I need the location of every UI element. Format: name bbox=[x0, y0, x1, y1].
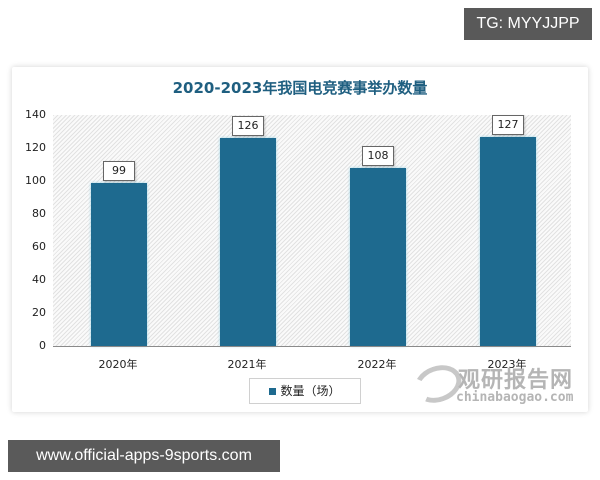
watermark: 观研报告网 chinabaogao.com bbox=[409, 358, 584, 410]
watermark-en: chinabaogao.com bbox=[456, 390, 574, 405]
y-tick-60: 60 bbox=[32, 240, 46, 253]
x-axis-line bbox=[53, 346, 571, 347]
y-tick-0: 0 bbox=[39, 339, 46, 352]
bar-2023 bbox=[480, 137, 536, 346]
tg-badge: TG: MYYJJPP bbox=[464, 8, 592, 40]
y-tick-40: 40 bbox=[32, 273, 46, 286]
legend-label: 数量（场） bbox=[280, 384, 341, 398]
bar-label-2020: 99 bbox=[103, 161, 135, 181]
y-tick-100: 100 bbox=[25, 174, 46, 187]
bar-2021 bbox=[220, 138, 276, 346]
bar-label-2021: 126 bbox=[232, 116, 264, 136]
site-url-badge: www.official-apps-9sports.com bbox=[8, 440, 280, 472]
bar-2022 bbox=[350, 168, 406, 346]
y-tick-80: 80 bbox=[32, 207, 46, 220]
chart-title: 2020-2023年我国电竞赛事举办数量 bbox=[172, 79, 428, 97]
y-tick-20: 20 bbox=[32, 306, 46, 319]
chart-card: 2020-2023年我国电竞赛事举办数量 140 120 100 80 60 4… bbox=[12, 67, 588, 412]
x-tick-2023: 2023年 bbox=[487, 358, 527, 371]
y-tick-120: 120 bbox=[25, 141, 46, 154]
x-tick-2022: 2022年 bbox=[357, 358, 397, 371]
y-tick-140: 140 bbox=[25, 108, 46, 121]
legend: 数量（场） bbox=[249, 378, 361, 404]
bar-2020 bbox=[91, 183, 147, 346]
watermark-cn: 观研报告网 bbox=[458, 368, 574, 393]
legend-swatch-icon bbox=[269, 388, 277, 395]
bar-label-2023: 127 bbox=[492, 115, 524, 135]
bar-label-2022: 108 bbox=[362, 146, 394, 166]
x-tick-2020: 2020年 bbox=[98, 358, 138, 371]
x-tick-2021: 2021年 bbox=[227, 358, 267, 371]
plot-area: 99 126 108 127 bbox=[53, 115, 571, 346]
